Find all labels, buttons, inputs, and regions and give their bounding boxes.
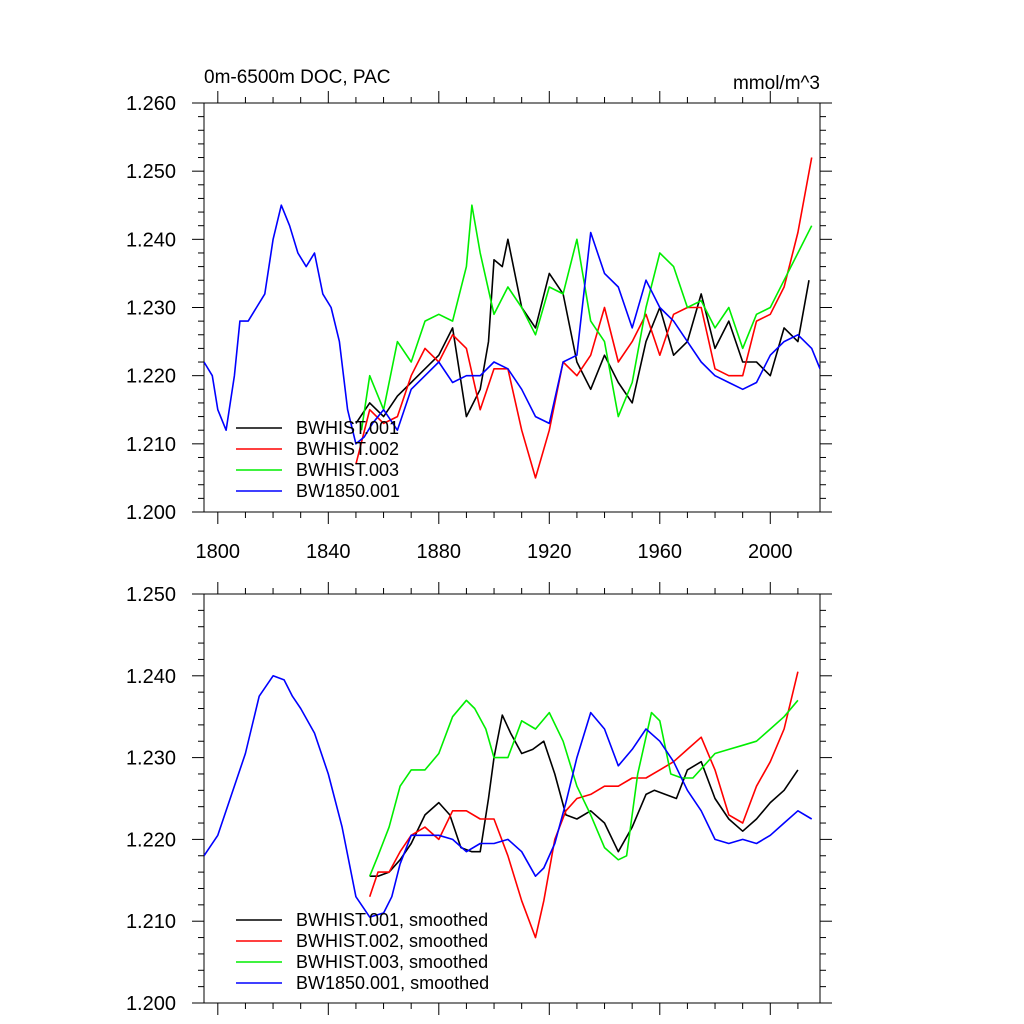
x-tick-label: 1960	[638, 541, 683, 563]
legend-entry: BWHIST.001, smoothed	[296, 910, 488, 930]
y-tick-label: 1.230	[126, 298, 176, 320]
y-tick-label: 1.240	[126, 666, 176, 688]
y-tick-label: 1.210	[126, 911, 176, 933]
top-panel: 1800 1840 1880 1920 1960 2000 1.200 1.210 1.220 1…	[126, 67, 832, 563]
series-line-2	[355, 157, 813, 479]
x-tick-label: 1840	[306, 541, 351, 563]
series-line-1	[369, 714, 799, 878]
x-tick-label: 1920	[527, 541, 572, 563]
legend-entry: BWHIST.002, smoothed	[296, 931, 488, 951]
legend-entry: BW1850.001	[296, 481, 400, 501]
legend-entry: BWHIST.002	[296, 439, 399, 459]
y-tick-label: 1.220	[126, 829, 176, 851]
y-tick-label: 1.200	[126, 502, 176, 524]
plot-frame	[203, 593, 821, 1004]
legend-entry: BWHIST.003	[296, 460, 399, 480]
chart-title: 0m-6500m DOC, PAC	[204, 67, 391, 88]
y-tick-label: 1.220	[126, 366, 176, 388]
y-tick-label: 1.200	[126, 993, 176, 1015]
series-line-2	[368, 671, 799, 939]
y-tick-label: 1.240	[126, 229, 176, 251]
x-tick-label: 1880	[417, 541, 462, 563]
series-line-4	[204, 674, 813, 918]
bottom-panel: 1.200 1.210 1.220 1.230 1.240 1.250 BWHIST.001…	[126, 582, 832, 1015]
y-tick-label: 1.250	[126, 161, 176, 183]
y-tick-label: 1.250	[126, 584, 176, 606]
legend-entry: BWHIST.003, smoothed	[296, 952, 488, 972]
legend-entry: BWHIST.001	[296, 418, 399, 438]
units-label: mmol/m^3	[733, 73, 820, 94]
series-line-3	[360, 204, 813, 431]
series-line-1	[355, 238, 810, 424]
legend-entry: BW1850.001, smoothed	[296, 973, 489, 993]
x-tick-label: 1800	[196, 541, 241, 563]
series-line-4	[204, 204, 820, 445]
x-tick-label: 2000	[748, 541, 793, 563]
y-tick-label: 1.210	[126, 434, 176, 456]
series-line-3	[368, 699, 799, 877]
y-tick-label: 1.230	[126, 748, 176, 770]
y-tick-label: 1.260	[126, 93, 176, 115]
